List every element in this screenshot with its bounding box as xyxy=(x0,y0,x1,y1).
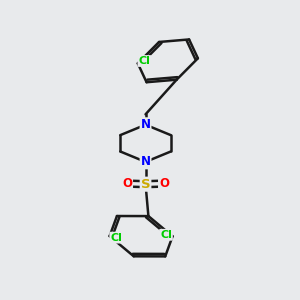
Text: Cl: Cl xyxy=(160,230,172,240)
Text: Cl: Cl xyxy=(110,232,122,243)
Text: N: N xyxy=(140,155,151,168)
Text: Cl: Cl xyxy=(138,56,150,66)
Text: S: S xyxy=(141,178,150,191)
Text: O: O xyxy=(122,177,132,190)
Text: N: N xyxy=(140,118,151,131)
Text: O: O xyxy=(159,177,169,190)
